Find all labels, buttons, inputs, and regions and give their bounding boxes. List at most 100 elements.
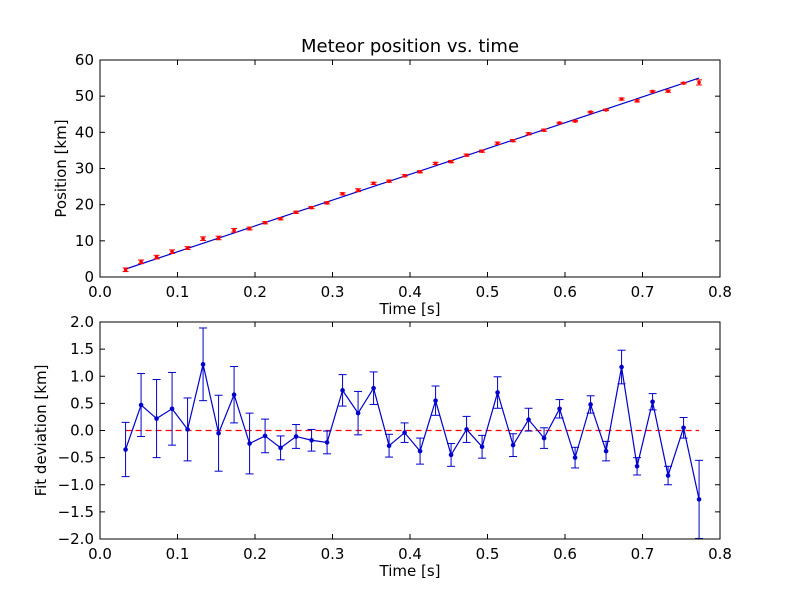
position-point bbox=[588, 110, 593, 114]
position-point bbox=[247, 226, 252, 231]
position-point bbox=[170, 249, 174, 254]
position-point bbox=[294, 210, 298, 215]
deviation-chart: 0.0 0.1 0.2 0.3 0.4 0.5 0.6 0.7 0.8 −2.0 −1.5 −1.0 −… bbox=[32, 313, 732, 580]
deviation-point bbox=[572, 455, 578, 460]
deviation-point bbox=[588, 402, 593, 407]
deviation-y-tick-label: 0.5 bbox=[70, 394, 94, 412]
position-point bbox=[464, 153, 469, 157]
position-point bbox=[604, 108, 608, 112]
deviation-point bbox=[402, 430, 407, 435]
deviation-point bbox=[231, 392, 237, 397]
position-point bbox=[697, 80, 701, 85]
deviation-x-tick-label: 0.7 bbox=[631, 545, 655, 563]
deviation-point bbox=[309, 437, 314, 443]
deviation-point bbox=[355, 410, 361, 416]
position-point bbox=[263, 220, 267, 225]
position-y-tick-label: 60 bbox=[75, 51, 94, 69]
deviation-point bbox=[665, 473, 671, 478]
deviation-point bbox=[526, 417, 531, 422]
deviation-point bbox=[495, 390, 500, 395]
deviation-point bbox=[185, 427, 190, 432]
deviation-point bbox=[650, 399, 655, 405]
position-axes: 0.0 0.1 0.2 0.3 0.4 0.5 0.6 0.7 0.8 0 10 20 30 40 50 60 bbox=[75, 51, 732, 301]
deviation-point bbox=[278, 445, 283, 451]
position-point bbox=[433, 161, 438, 166]
position-point bbox=[573, 119, 577, 123]
deviation-x-tick-label: 0.0 bbox=[88, 545, 112, 563]
deviation-x-tick-label: 0.2 bbox=[243, 545, 267, 563]
deviation-point bbox=[448, 452, 454, 458]
position-point bbox=[557, 121, 562, 125]
deviation-point bbox=[541, 435, 547, 441]
position-point bbox=[325, 201, 329, 205]
position-point bbox=[232, 228, 236, 233]
position-point bbox=[511, 138, 515, 143]
deviation-y-tick-label: −1.0 bbox=[58, 476, 94, 494]
deviation-x-tick-label: 0.4 bbox=[398, 545, 422, 563]
deviation-point bbox=[479, 444, 485, 450]
position-x-tick-label: 0.8 bbox=[708, 283, 732, 301]
position-point bbox=[418, 169, 422, 174]
position-point bbox=[449, 159, 453, 164]
position-point bbox=[139, 260, 143, 264]
position-y-tick-label: 30 bbox=[75, 160, 94, 178]
deviation-point bbox=[293, 434, 299, 439]
deviation-point bbox=[200, 362, 206, 367]
position-point bbox=[356, 188, 360, 192]
chart-title: Meteor position vs. time bbox=[301, 36, 519, 57]
deviation-point bbox=[154, 416, 159, 421]
deviation-point bbox=[619, 364, 624, 370]
deviation-x-tick-label: 0.8 bbox=[708, 545, 732, 563]
position-y-tick-label: 40 bbox=[75, 123, 94, 141]
position-point bbox=[309, 205, 314, 210]
deviation-y-tick-label: −2.0 bbox=[58, 530, 94, 548]
deviation-axes: 0.0 0.1 0.2 0.3 0.4 0.5 0.6 0.7 0.8 −2.0 −1.5 −1.0 −… bbox=[58, 313, 732, 563]
deviation-point bbox=[262, 433, 268, 439]
deviation-point bbox=[169, 406, 175, 412]
deviation-y-tick-label: −1.5 bbox=[58, 503, 94, 521]
position-x-axis-label: Time [s] bbox=[379, 300, 441, 318]
deviation-point bbox=[433, 398, 438, 403]
position-y-axis-label: Position [km] bbox=[52, 119, 70, 217]
deviation-point bbox=[557, 406, 562, 412]
deviation-point bbox=[324, 440, 330, 445]
deviation-point bbox=[634, 464, 640, 469]
position-point bbox=[154, 255, 159, 259]
deviation-point bbox=[123, 447, 128, 452]
position-chart: Meteor position vs. time 0.0 0.1 0.2 0.3 0.4… bbox=[52, 36, 732, 318]
position-point bbox=[123, 267, 128, 272]
position-x-tick-label: 0.1 bbox=[166, 283, 190, 301]
deviation-point bbox=[340, 388, 345, 393]
position-x-tick-label: 0.0 bbox=[88, 283, 112, 301]
position-point bbox=[480, 149, 484, 153]
deviation-point bbox=[510, 442, 516, 448]
position-point bbox=[402, 173, 407, 178]
deviation-y-tick-label: 1.5 bbox=[70, 340, 94, 358]
position-plot-frame bbox=[99, 59, 721, 278]
position-point bbox=[650, 89, 655, 94]
position-point bbox=[387, 179, 391, 183]
position-point bbox=[216, 236, 221, 240]
position-data-layer bbox=[122, 77, 703, 273]
deviation-point bbox=[216, 430, 221, 436]
deviation-point bbox=[696, 497, 702, 502]
position-x-tick-label: 0.3 bbox=[321, 283, 345, 301]
position-y-tick-label: 20 bbox=[75, 196, 94, 214]
deviation-point bbox=[386, 443, 392, 448]
deviation-series-line bbox=[125, 364, 700, 500]
deviation-point bbox=[681, 425, 686, 431]
deviation-x-tick-label: 0.6 bbox=[553, 545, 577, 563]
position-point bbox=[185, 246, 190, 250]
position-x-tick-label: 0.4 bbox=[398, 283, 422, 301]
position-y-tick-label: 0 bbox=[84, 268, 94, 286]
position-point bbox=[278, 216, 283, 221]
deviation-point bbox=[247, 441, 252, 446]
position-point bbox=[681, 81, 686, 85]
position-x-tick-label: 0.5 bbox=[476, 283, 500, 301]
fit-line bbox=[125, 77, 700, 270]
deviation-y-tick-label: −0.5 bbox=[58, 449, 94, 467]
position-point bbox=[526, 131, 531, 136]
deviation-x-tick-label: 0.3 bbox=[321, 545, 345, 563]
deviation-x-axis-label: Time [s] bbox=[379, 562, 441, 580]
